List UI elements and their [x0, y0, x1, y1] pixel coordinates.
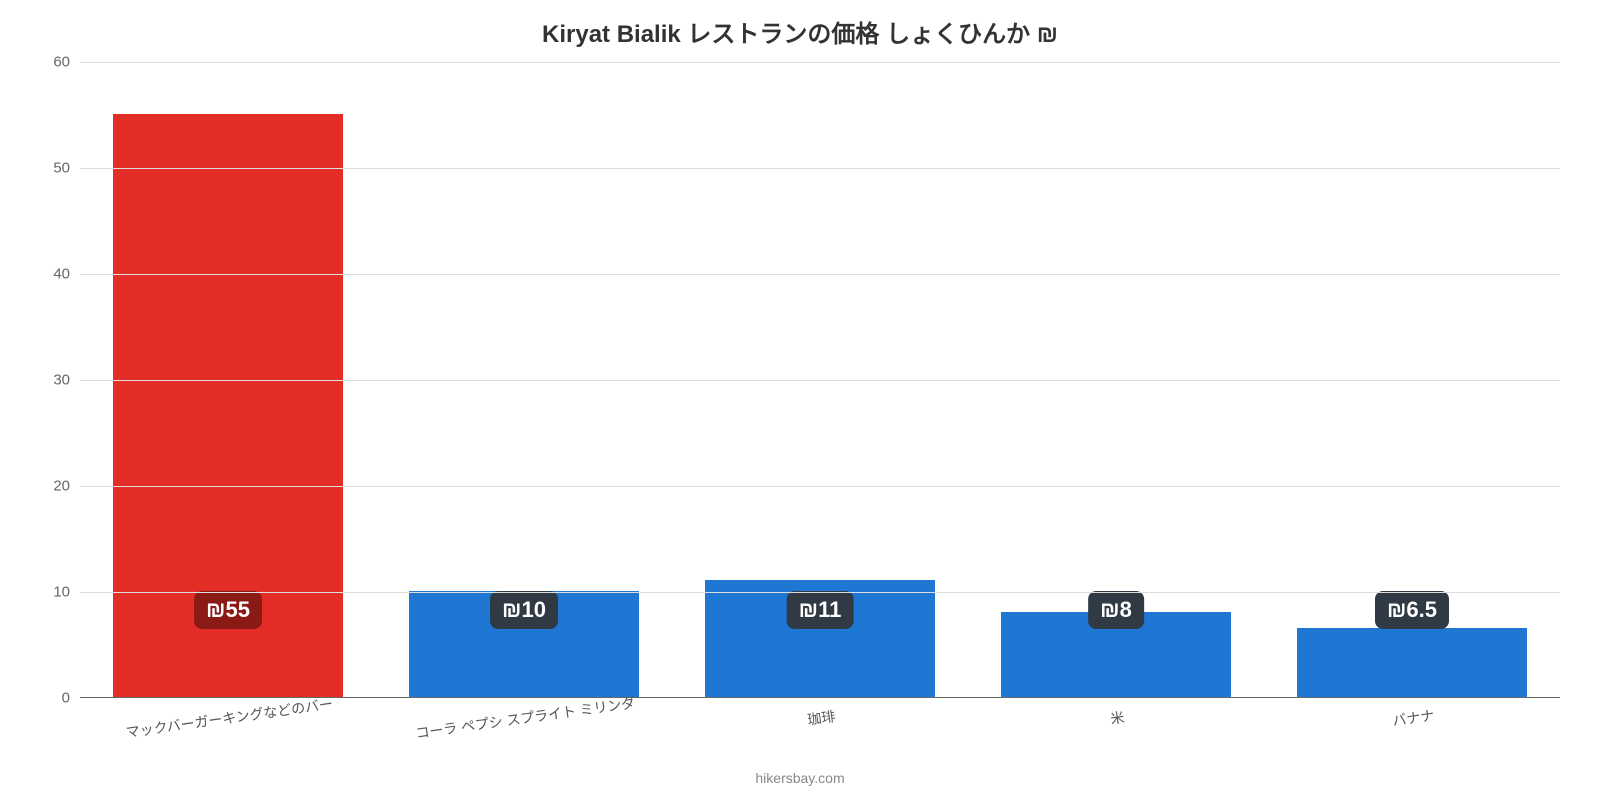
- bar: ₪6.5: [1297, 628, 1528, 697]
- chart-title: Kiryat Bialik レストランの価格 しょくひんか ₪: [0, 14, 1600, 49]
- gridline: [80, 168, 1560, 169]
- y-tick-label: 60: [10, 54, 70, 71]
- x-axis-labels: マックバーガーキングなどのバーコーラ ペプシ スプライト ミリンダ珈琲米バナナ: [80, 708, 1560, 728]
- bar-chart: Kiryat Bialik レストランの価格 しょくひんか ₪ ₪55 ₪10 ₪1…: [0, 0, 1600, 800]
- plot-area: ₪55 ₪10 ₪11 ₪8 ₪6.5: [80, 62, 1560, 698]
- y-tick-label: 20: [10, 478, 70, 495]
- gridline: [80, 274, 1560, 275]
- gridline: [80, 62, 1560, 63]
- gridline: [80, 592, 1560, 593]
- bar-value-label: ₪55: [194, 591, 262, 629]
- bar: ₪8: [1001, 612, 1232, 697]
- chart-footer: hikersbay.com: [0, 770, 1600, 786]
- bar: ₪11: [705, 580, 936, 697]
- bar: ₪10: [409, 591, 640, 697]
- bar-value-label: ₪11: [787, 591, 854, 629]
- bar: ₪55: [113, 114, 344, 697]
- y-tick-label: 0: [10, 690, 70, 707]
- y-tick-label: 50: [10, 160, 70, 177]
- y-tick-label: 40: [10, 266, 70, 283]
- y-tick-label: 30: [10, 372, 70, 389]
- bar-value-label: ₪8: [1088, 591, 1144, 629]
- y-tick-label: 10: [10, 584, 70, 601]
- bar-value-label: ₪10: [490, 591, 558, 629]
- gridline: [80, 486, 1560, 487]
- bar-value-label: ₪6.5: [1375, 591, 1449, 629]
- gridline: [80, 380, 1560, 381]
